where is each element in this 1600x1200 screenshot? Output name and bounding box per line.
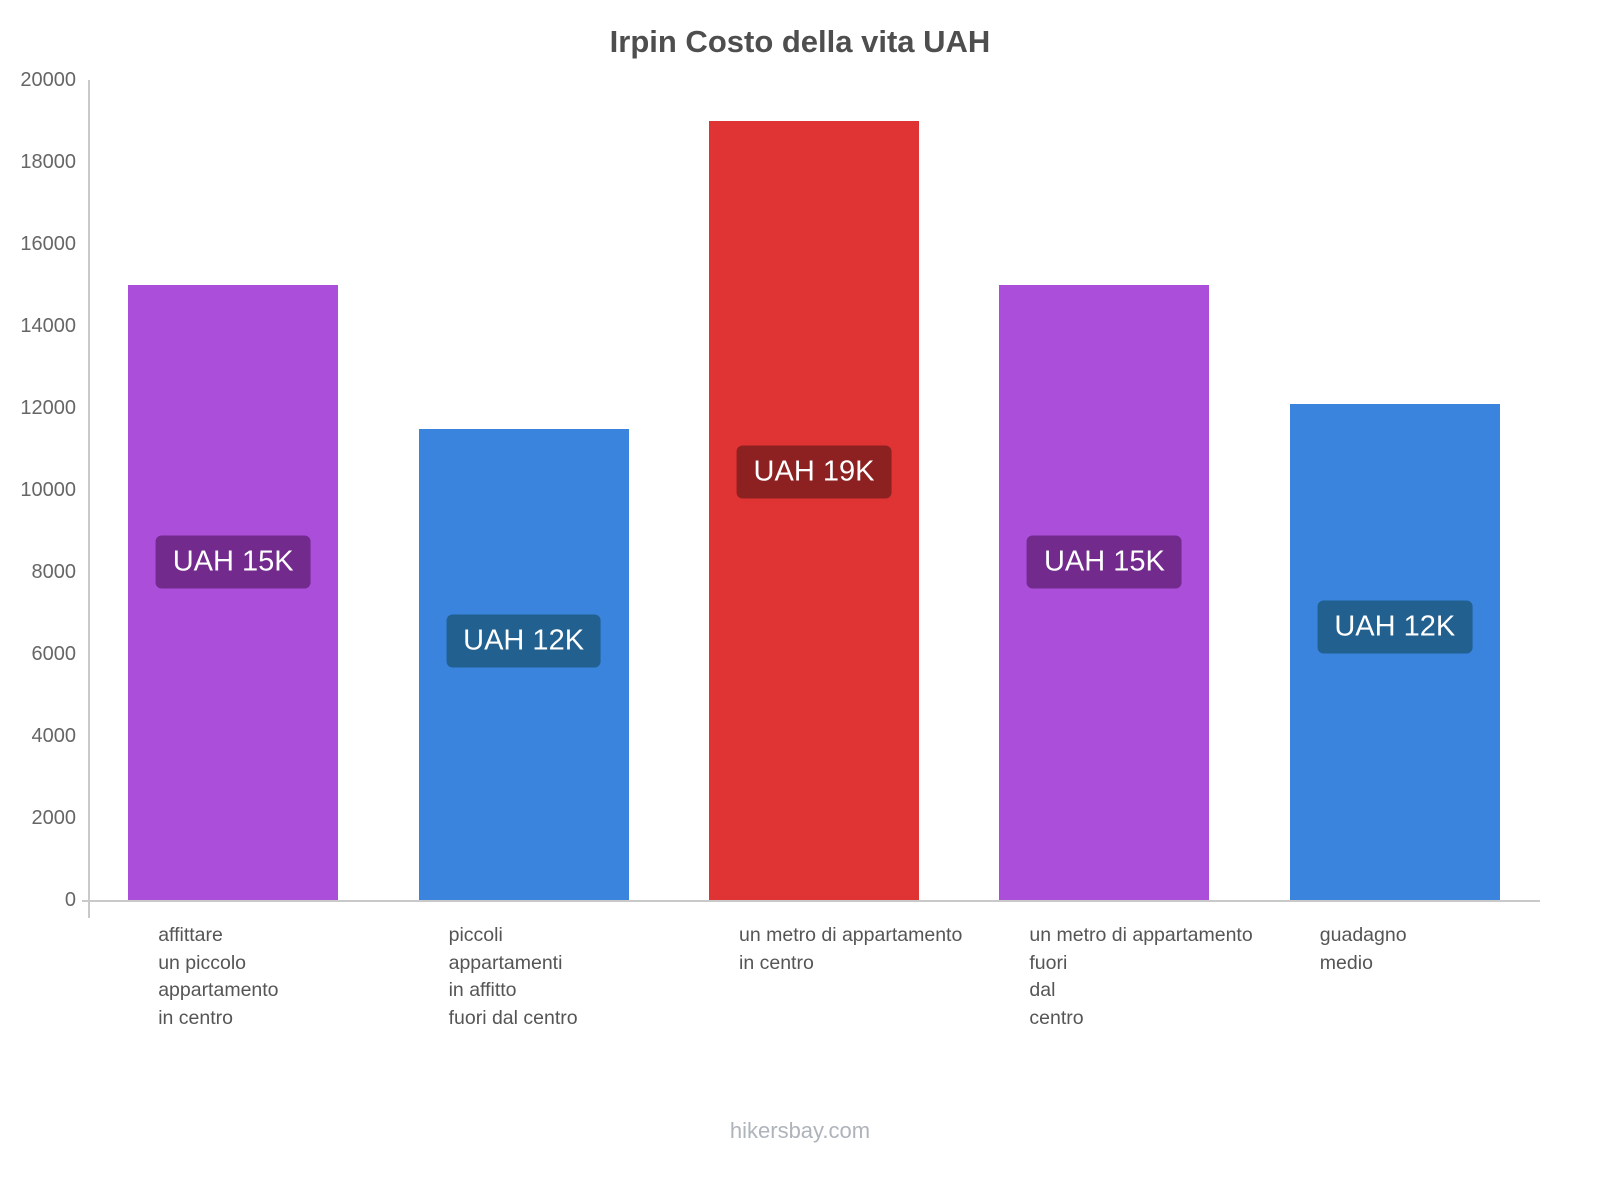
bar: UAH 15K xyxy=(128,285,339,900)
x-axis-line xyxy=(82,900,1540,902)
y-tick-label: 18000 xyxy=(20,151,76,173)
y-tick-label: 4000 xyxy=(31,725,77,747)
category-label-line: in affitto xyxy=(448,979,517,1001)
watermark: hikersbay.com xyxy=(729,1118,871,1143)
y-tick-label: 16000 xyxy=(20,233,76,255)
category-label-line: guadagno xyxy=(1319,924,1407,946)
category-label-line: un piccolo xyxy=(158,951,246,974)
category-label: guadagno medio xyxy=(1320,922,1588,977)
category-label: un metro di appartamento fuori dal centro xyxy=(1029,922,1297,1032)
y-tick-label: 20000 xyxy=(20,69,76,91)
category-label-line: medio xyxy=(1319,951,1373,974)
y-axis-line xyxy=(88,80,90,918)
y-tick-label: 8000 xyxy=(31,561,77,583)
y-tick-label: 6000 xyxy=(31,643,77,665)
category-label-line: piccoli xyxy=(448,924,503,946)
bar-value-badge: UAH 15K xyxy=(155,535,311,589)
category-label-line: un metro di appartamento xyxy=(1029,924,1253,946)
bar: UAH 12K xyxy=(418,428,629,900)
category-label-line: affittare xyxy=(158,924,223,946)
bar-value-badge: UAH 15K xyxy=(1026,535,1182,589)
category-label-line: centro xyxy=(1029,1006,1084,1029)
category-label-line: fuori dal centro xyxy=(448,1006,578,1029)
bar-value-badge: UAH 12K xyxy=(1317,600,1473,654)
category-label: affittare un piccolo appartamento in centro xyxy=(158,922,426,1032)
bar: UAH 12K xyxy=(1289,403,1500,900)
category-label-line: in centro xyxy=(158,1006,233,1029)
y-tick-label: 12000 xyxy=(20,397,76,419)
y-tick-label: 0 xyxy=(64,889,76,911)
y-tick-label: 10000 xyxy=(20,479,76,501)
bar: UAH 19K xyxy=(709,121,919,900)
bar: UAH 15K xyxy=(999,285,1210,900)
y-tick-label: 2000 xyxy=(31,807,77,829)
bar-value-badge: UAH 19K xyxy=(736,445,892,499)
category-label-line: fuori xyxy=(1029,951,1068,974)
y-tick-label: 14000 xyxy=(20,315,76,337)
chart-title: Irpin Costo della vita UAH xyxy=(609,24,991,59)
category-label-line: appartamenti xyxy=(448,951,563,974)
category-label: piccoli appartamenti in affitto fuori dal c… xyxy=(449,922,717,1032)
category-label: un metro di appartamento in centro xyxy=(739,922,1007,977)
category-label-line: un metro di appartamento xyxy=(739,924,963,946)
category-label-line: dal xyxy=(1029,979,1056,1001)
bar-value-badge: UAH 12K xyxy=(446,614,602,668)
category-label-line: in centro xyxy=(739,951,814,974)
category-label-line: appartamento xyxy=(158,979,279,1001)
